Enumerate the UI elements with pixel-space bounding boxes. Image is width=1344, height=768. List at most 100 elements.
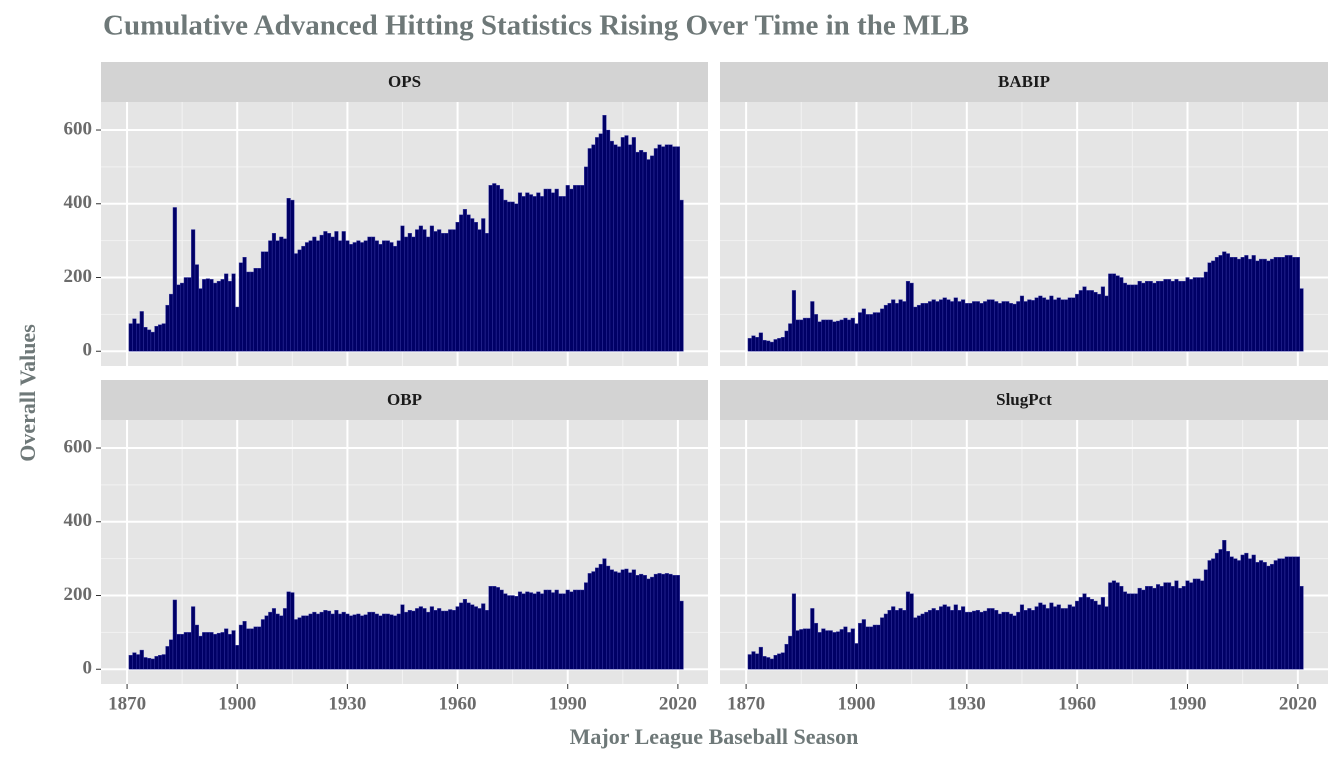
bar <box>312 611 317 670</box>
bar <box>950 610 955 670</box>
bar <box>931 608 936 670</box>
bar <box>477 229 482 352</box>
bar <box>532 196 537 352</box>
bar <box>617 572 622 670</box>
bar <box>1042 604 1047 670</box>
bar <box>249 271 254 352</box>
bar <box>664 573 669 670</box>
bar <box>503 593 508 670</box>
bar <box>187 632 192 670</box>
bar <box>880 308 885 352</box>
bar <box>154 656 159 670</box>
bar <box>1023 301 1028 352</box>
bar <box>562 593 567 670</box>
bar <box>832 321 837 352</box>
bar <box>1299 288 1304 352</box>
bar <box>257 268 262 352</box>
bar <box>1130 593 1135 670</box>
bar <box>1001 611 1006 670</box>
bar <box>576 589 581 670</box>
bar <box>1207 560 1212 670</box>
bar <box>1192 578 1197 670</box>
bar <box>876 312 881 352</box>
bar <box>587 148 592 352</box>
bar <box>983 301 988 352</box>
bar <box>400 225 405 352</box>
bar <box>1034 297 1039 352</box>
bar <box>440 233 445 352</box>
bar <box>1277 558 1282 670</box>
bar <box>872 624 877 670</box>
bar <box>1108 273 1113 352</box>
bar <box>1273 257 1278 352</box>
bar <box>876 624 881 670</box>
bar <box>308 613 313 670</box>
bar <box>997 303 1002 352</box>
bar <box>374 613 379 670</box>
bar <box>946 299 951 352</box>
bar <box>525 591 530 670</box>
bar <box>290 199 295 352</box>
bar <box>323 610 328 670</box>
bar <box>132 652 137 670</box>
bar <box>227 634 232 670</box>
bar <box>1156 280 1161 352</box>
bar <box>209 632 214 670</box>
bar <box>191 606 196 670</box>
bar <box>393 615 398 670</box>
bar <box>913 306 918 352</box>
bar <box>916 304 922 352</box>
bar <box>635 151 640 352</box>
bar <box>562 196 567 352</box>
bar <box>1240 257 1245 352</box>
bar <box>132 318 137 352</box>
bar <box>440 610 445 670</box>
bar <box>327 610 332 670</box>
bar <box>532 593 537 670</box>
bar <box>1049 602 1054 670</box>
bar <box>1178 587 1183 670</box>
x-tick-label: 2020 <box>1279 693 1317 714</box>
bar <box>1056 297 1061 352</box>
bar <box>551 192 556 352</box>
bar <box>422 229 427 352</box>
bar <box>429 225 434 352</box>
bar <box>194 264 199 352</box>
bar <box>576 185 581 352</box>
bar <box>183 632 188 670</box>
bar <box>158 324 163 352</box>
bar <box>1067 604 1072 670</box>
bar <box>858 312 863 352</box>
bar <box>653 573 658 670</box>
bar <box>751 335 756 352</box>
bar <box>758 646 763 670</box>
bar <box>1130 284 1135 352</box>
bar <box>869 314 874 352</box>
bar <box>905 591 910 670</box>
bar <box>1170 586 1175 670</box>
bar <box>598 563 603 670</box>
bar <box>161 323 166 352</box>
bar <box>150 658 155 670</box>
bar <box>1111 580 1116 670</box>
x-tick-label: 1960 <box>1058 693 1096 714</box>
bar <box>136 323 141 352</box>
bar <box>1203 569 1208 670</box>
bar <box>1273 560 1278 670</box>
bar <box>620 569 625 670</box>
bar <box>128 323 133 352</box>
bar <box>1266 565 1271 670</box>
bar <box>235 306 240 352</box>
bar <box>279 615 284 670</box>
bar <box>470 604 475 670</box>
bar <box>319 234 324 352</box>
bar <box>650 576 655 670</box>
bar <box>751 651 756 670</box>
bar <box>139 649 144 670</box>
bar <box>975 610 980 670</box>
bar <box>301 615 306 670</box>
bar <box>352 614 357 670</box>
bar <box>668 573 673 670</box>
bar <box>821 319 826 352</box>
bar <box>1071 606 1076 670</box>
